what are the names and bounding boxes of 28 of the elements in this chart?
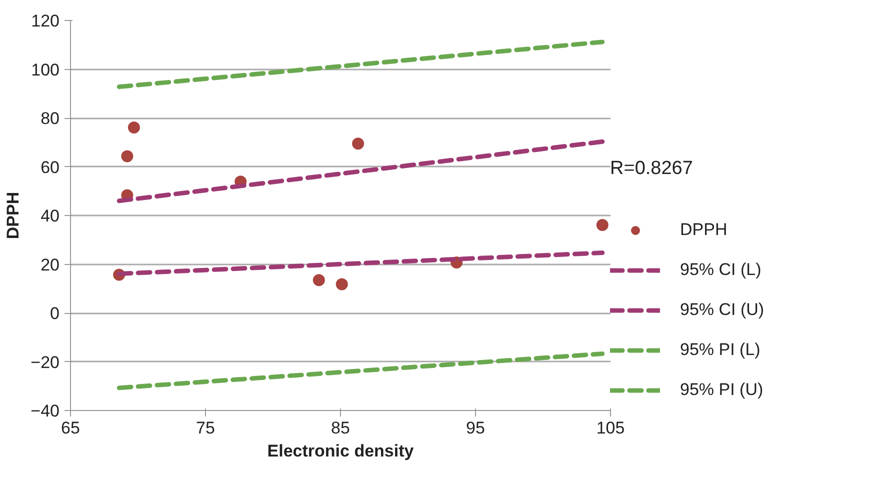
y-tick-label: 60	[40, 158, 60, 177]
y-tick-label: 100	[31, 60, 60, 80]
point	[336, 278, 348, 290]
y-axis-title: DPPH	[4, 192, 23, 240]
y-tick-label: 80	[40, 109, 60, 128]
y-tick-label: 0	[50, 304, 60, 323]
x-tick-label: 75	[196, 418, 215, 438]
point	[596, 219, 608, 231]
y-tick-label: 20	[40, 255, 60, 274]
x-tick-label: 95	[466, 418, 485, 438]
x-tick-label: 105	[596, 418, 625, 438]
x-tick-label: 65	[61, 418, 80, 438]
y-tick-label: −40	[30, 402, 60, 420]
point	[128, 122, 140, 134]
legend-label: 95% CI (U)	[680, 300, 764, 320]
point	[312, 274, 325, 286]
legend-label: DPPH	[680, 220, 728, 240]
y-tick-label: −20	[30, 352, 60, 372]
y-tick-label: 120	[31, 12, 60, 30]
x-tick-label: 85	[331, 418, 350, 438]
point	[121, 150, 134, 162]
legend-label: 95% PI (U)	[680, 380, 764, 400]
legend-label: 95% PI (L)	[680, 340, 760, 360]
x-axis-title: Electronic density	[267, 442, 414, 460]
y-tick-label: 40	[40, 206, 60, 226]
point	[352, 138, 364, 150]
legend-label: 95% CI (L)	[680, 260, 762, 280]
annotation: R=0.8267	[610, 158, 694, 180]
